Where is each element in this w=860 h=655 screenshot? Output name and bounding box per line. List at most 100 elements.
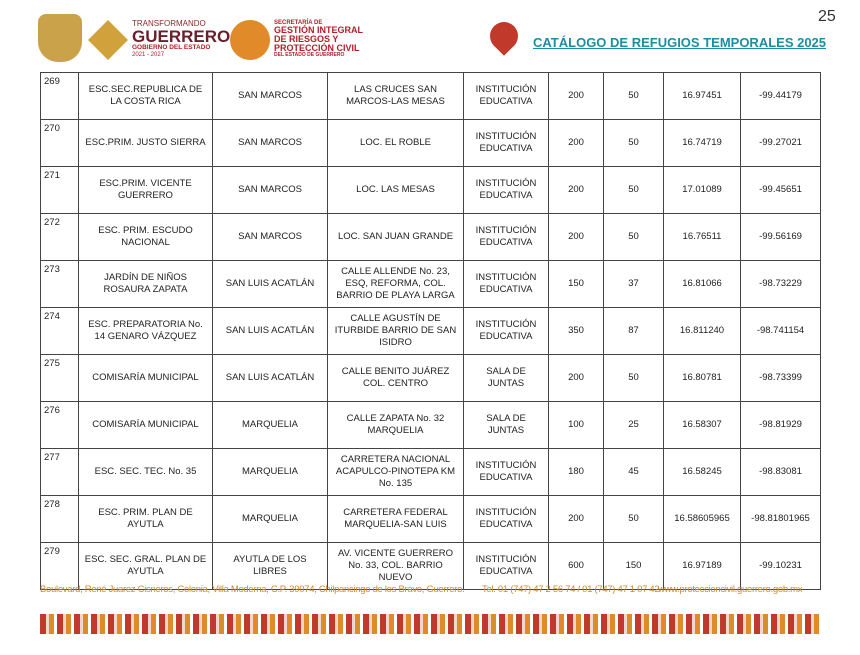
table-cell: MARQUELIA: [212, 495, 328, 543]
table-cell: SAN LUIS ACATLÁN: [212, 354, 328, 402]
table-cell: INSTITUCIÓN EDUCATIVA: [463, 448, 549, 496]
table-cell: SALA DE JUNTAS: [463, 354, 549, 402]
footer-phone: Tel. 01 (747) 47 2 56 74 / 01 (747) 47 1…: [482, 584, 660, 595]
logo-text: GOBIERNO DEL ESTADO: [132, 44, 211, 51]
logo-text-2: SECRETARÍA DE GESTIÓN INTEGRAL DE RIESGO…: [274, 20, 363, 58]
logo-text: TRANSFORMANDO: [132, 19, 206, 28]
logo-text: GESTIÓN INTEGRAL: [274, 25, 364, 35]
table-cell: ESC. SEC. GRAL. PLAN DE AYUTLA: [78, 542, 213, 590]
table-cell: 16.76511: [663, 213, 741, 261]
table-cell: 50: [603, 119, 664, 167]
table-cell: 50: [603, 354, 664, 402]
table-row: 273 JARDÍN DE NIÑOS ROSAURA ZAPATA SAN LUI…: [40, 260, 821, 308]
logo-text: DE RIESGOS Y: [274, 34, 339, 44]
table-cell: SALA DE JUNTAS: [463, 401, 549, 449]
table-cell: -99.44179: [740, 72, 821, 120]
table-cell: -99.27021: [740, 119, 821, 167]
table-cell: CALLE ALLENDE No. 23, ESQ, REFORMA, COL.…: [327, 260, 464, 308]
table-row: 277 ESC. SEC. TEC. No. 35 MARQUELIA CARRETE…: [40, 448, 821, 496]
table-cell: 200: [548, 354, 604, 402]
table-cell: 272: [40, 213, 79, 261]
table-cell: SAN MARCOS: [212, 119, 328, 167]
table-cell: ESC. SEC. TEC. No. 35: [78, 448, 213, 496]
logo-text: PROTECCIÓN CIVIL: [274, 43, 360, 53]
table-cell: 16.811240: [663, 307, 741, 355]
table-cell: SAN MARCOS: [212, 166, 328, 214]
table-cell: SAN MARCOS: [212, 72, 328, 120]
table-cell: -98.81929: [740, 401, 821, 449]
table-cell: INSTITUCIÓN EDUCATIVA: [463, 542, 549, 590]
table-cell: CALLE ZAPATA No. 32 MARQUELIA: [327, 401, 464, 449]
table-cell: AYUTLA DE LOS LIBRES: [212, 542, 328, 590]
table-cell: ESC. PREPARATORIA No. 14 GENARO VÁZQUEZ: [78, 307, 213, 355]
table-cell: 16.58605965: [663, 495, 741, 543]
table-cell: LOC. LAS MESAS: [327, 166, 464, 214]
table-row: 274 ESC. PREPARATORIA No. 14 GENARO VÁZQU…: [40, 307, 821, 355]
table-cell: SAN LUIS ACATLÁN: [212, 260, 328, 308]
table-row: 275 COMISARÍA MUNICIPAL SAN LUIS ACATLÁN CA…: [40, 354, 821, 402]
logo-text: 2021 - 2027: [132, 51, 165, 58]
table-cell: 87: [603, 307, 664, 355]
table-cell: INSTITUCIÓN EDUCATIVA: [463, 307, 549, 355]
table-cell: 50: [603, 213, 664, 261]
table-cell: INSTITUCIÓN EDUCATIVA: [463, 72, 549, 120]
table-cell: 16.74719: [663, 119, 741, 167]
table-cell: 200: [548, 495, 604, 543]
table-cell: ESC.PRIM. JUSTO SIERRA: [78, 119, 213, 167]
footer-web: www.proteccioncivil.guerrero.gob.mx: [658, 584, 803, 595]
table-cell: 25: [603, 401, 664, 449]
logo-text: SECRETARÍA DE: [274, 20, 323, 26]
table-cell: -98.83081: [740, 448, 821, 496]
decorative-band: [40, 614, 820, 634]
table-cell: 271: [40, 166, 79, 214]
table-cell: 150: [603, 542, 664, 590]
table-cell: 50: [603, 495, 664, 543]
table-cell: ESC.PRIM. VICENTE GUERRERO: [78, 166, 213, 214]
table-row: 272 ESC. PRIM. ESCUDO NACIONAL SAN MARCOS L…: [40, 213, 821, 261]
table: 269 ESC.SEC.REPUBLICA DE LA COSTA RICA SAN…: [40, 72, 821, 590]
table-cell: -98.741154: [740, 307, 821, 355]
table-cell: ESC. PRIM. PLAN DE AYUTLA: [78, 495, 213, 543]
table-cell: INSTITUCIÓN EDUCATIVA: [463, 166, 549, 214]
table-cell: 50: [603, 72, 664, 120]
logo-3: [230, 20, 270, 60]
table-cell: 279: [40, 542, 79, 590]
table-cell: 277: [40, 448, 79, 496]
table-cell: 16.81066: [663, 260, 741, 308]
title: CATÁLOGO DE REFUGIOS TEMPORALES 2025: [533, 35, 827, 50]
table-cell: CARRETERA FEDERAL MARQUELIA-SAN LUIS: [327, 495, 464, 543]
table-cell: -99.56169: [740, 213, 821, 261]
page-number: 25: [818, 8, 836, 25]
table-row: 271 ESC.PRIM. VICENTE GUERRERO SAN MARCOS L…: [40, 166, 821, 214]
table-cell: 275: [40, 354, 79, 402]
logo-2: [88, 20, 128, 60]
table-cell: LOC. SAN JUAN GRANDE: [327, 213, 464, 261]
table-cell: 150: [548, 260, 604, 308]
footer-address: Boulevard, René Juarez Cisneros, Colonia…: [40, 584, 465, 595]
table-cell: 16.80781: [663, 354, 741, 402]
table-cell: 17.01089: [663, 166, 741, 214]
table-cell: -99.45651: [740, 166, 821, 214]
table-cell: LOC. EL ROBLE: [327, 119, 464, 167]
table-cell: -99.10231: [740, 542, 821, 590]
table-cell: SAN MARCOS: [212, 213, 328, 261]
table-cell: 200: [548, 213, 604, 261]
table-cell: 45: [603, 448, 664, 496]
table-cell: 273: [40, 260, 79, 308]
table-cell: -98.73229: [740, 260, 821, 308]
table-cell: 16.97451: [663, 72, 741, 120]
table-cell: 100: [548, 401, 604, 449]
table-cell: -98.81801965: [740, 495, 821, 543]
table-cell: 200: [548, 166, 604, 214]
table-cell: 180: [548, 448, 604, 496]
table-cell: 37: [603, 260, 664, 308]
table-cell: 274: [40, 307, 79, 355]
table-cell: CALLE BENITO JUÁREZ COL. CENTRO: [327, 354, 464, 402]
logo-text: GUERRERO: [132, 27, 231, 46]
table-cell: ESC. PRIM. ESCUDO NACIONAL: [78, 213, 213, 261]
logo-text: DEL ESTADO DE GUERRERO: [274, 52, 345, 58]
table-cell: JARDÍN DE NIÑOS ROSAURA ZAPATA: [78, 260, 213, 308]
table-cell: CARRETERA NACIONAL ACAPULCO-PINOTEPA KM …: [327, 448, 464, 496]
table-cell: INSTITUCIÓN EDUCATIVA: [463, 495, 549, 543]
table-cell: SAN LUIS ACATLÁN: [212, 307, 328, 355]
